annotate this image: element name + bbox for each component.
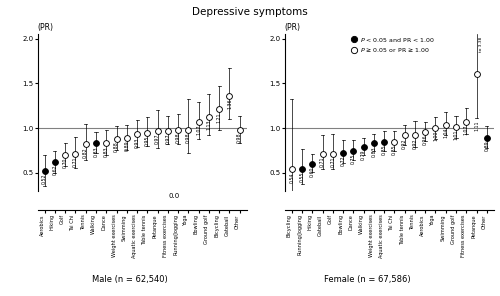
- Text: 0.83: 0.83: [94, 146, 98, 157]
- Text: 1.13: 1.13: [206, 119, 212, 130]
- Text: 0.83: 0.83: [372, 146, 376, 157]
- Text: 0.92: 0.92: [402, 138, 407, 149]
- Text: Male (n = 62,540): Male (n = 62,540): [92, 275, 168, 284]
- Text: 1.21: 1.21: [216, 112, 222, 123]
- Text: 0.88: 0.88: [114, 141, 119, 152]
- Text: 1.07: 1.07: [196, 125, 201, 135]
- Text: 0.0: 0.0: [168, 193, 180, 199]
- Text: 1.11: 1.11: [474, 121, 479, 131]
- Text: 0.60: 0.60: [310, 167, 315, 177]
- Text: (PR): (PR): [284, 23, 300, 33]
- Text: 0.93: 0.93: [134, 137, 140, 148]
- Text: 1.01: 1.01: [454, 130, 458, 141]
- Text: Depressive symptoms: Depressive symptoms: [192, 7, 308, 17]
- Text: 0.52: 0.52: [42, 174, 47, 184]
- Text: 0.96: 0.96: [422, 134, 428, 145]
- Text: 0.82: 0.82: [83, 147, 88, 157]
- Text: 0.97: 0.97: [166, 133, 170, 144]
- Text: (PR): (PR): [38, 23, 54, 33]
- Text: 0.55: 0.55: [300, 171, 304, 182]
- Text: 0.71: 0.71: [73, 157, 78, 167]
- Text: 0.70: 0.70: [62, 158, 68, 168]
- Text: 1.36: 1.36: [227, 99, 232, 109]
- Legend: $P$ < 0.05 and PR < 1.00, $P$ ≥ 0.05 or PR ≥ 1.00: $P$ < 0.05 and PR < 1.00, $P$ ≥ 0.05 or …: [350, 36, 436, 54]
- Text: 0.98: 0.98: [176, 133, 180, 143]
- Text: to 3.38: to 3.38: [479, 37, 483, 52]
- Text: 1.07: 1.07: [464, 125, 469, 135]
- Text: 0.85: 0.85: [382, 144, 386, 155]
- Text: 0.79: 0.79: [361, 150, 366, 160]
- Text: 0.71: 0.71: [330, 157, 336, 167]
- Text: 0.54: 0.54: [290, 172, 294, 183]
- Text: Female (n = 67,586): Female (n = 67,586): [324, 275, 411, 284]
- Text: 0.98: 0.98: [237, 133, 242, 143]
- Text: 0.89: 0.89: [484, 141, 490, 151]
- Text: 0.92: 0.92: [412, 138, 418, 149]
- Text: 0.72: 0.72: [340, 156, 345, 166]
- Text: 0.71: 0.71: [320, 157, 325, 167]
- Text: 0.83: 0.83: [104, 146, 109, 157]
- Text: 0.75: 0.75: [351, 153, 356, 164]
- Text: 0.95: 0.95: [145, 135, 150, 146]
- Text: 0.97: 0.97: [155, 133, 160, 144]
- Text: 0.98: 0.98: [186, 133, 191, 143]
- Text: 1.00: 1.00: [433, 131, 438, 141]
- Text: 0.85: 0.85: [392, 144, 397, 155]
- Text: 1.04: 1.04: [444, 127, 448, 138]
- Text: 0.89: 0.89: [124, 141, 130, 151]
- Text: 0.62: 0.62: [52, 165, 58, 176]
